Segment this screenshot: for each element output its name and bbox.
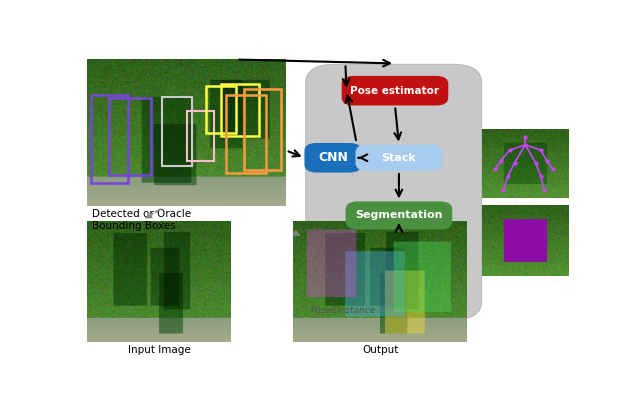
Text: Output: Output [362, 345, 398, 355]
Bar [162, 97, 191, 166]
FancyBboxPatch shape [305, 143, 362, 173]
FancyBboxPatch shape [356, 145, 442, 171]
Text: Detected or Oracle
Bounding Boxes: Detected or Oracle Bounding Boxes [92, 209, 191, 231]
Text: CNN: CNN [318, 151, 348, 164]
Bar [187, 111, 214, 161]
Bar [207, 86, 236, 133]
Bar [244, 89, 281, 170]
Text: Pose2Instance: Pose2Instance [310, 306, 376, 315]
Bar [109, 98, 151, 175]
FancyBboxPatch shape [346, 201, 452, 230]
Text: Segmentation: Segmentation [355, 211, 443, 220]
FancyBboxPatch shape [306, 64, 482, 320]
Bar [227, 96, 266, 173]
FancyBboxPatch shape [342, 76, 448, 106]
Bar [91, 96, 128, 183]
Bar [221, 85, 259, 136]
Text: Stack: Stack [381, 153, 416, 163]
Text: Pose estimator: Pose estimator [351, 86, 440, 96]
Text: Input Image: Input Image [128, 345, 191, 355]
